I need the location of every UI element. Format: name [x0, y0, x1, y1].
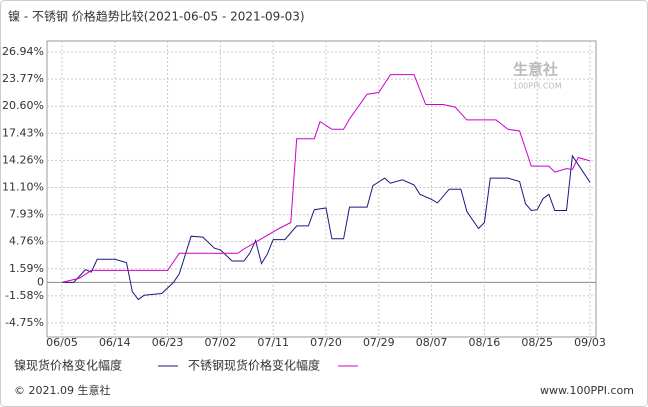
- y-tick-label: 17.43%: [2, 126, 44, 139]
- footer-left: © 2021.09 生意社: [14, 383, 110, 397]
- x-tick-label: 06/23: [152, 336, 184, 349]
- line: [61, 74, 591, 283]
- y-tick-label: 14.26%: [2, 153, 44, 166]
- x-tick-label: 06/05: [46, 336, 78, 349]
- x-tick-label: 06/14: [99, 336, 131, 349]
- x-tick-label: 08/25: [521, 336, 553, 349]
- y-tick-label: 11.10%: [2, 180, 44, 193]
- line: [62, 154, 591, 301]
- y-tick-label: 20.60%: [2, 99, 44, 112]
- x-tick-label: 08/07: [416, 336, 448, 349]
- x-tick-label: 09/03: [574, 336, 606, 349]
- x-tick-label: 07/29: [363, 336, 395, 349]
- y-tick-label: 0: [37, 275, 44, 288]
- chart-title: 镍 - 不锈钢 价格趋势比较(2021-06-05 - 2021-09-03): [8, 9, 305, 24]
- legend-label: 不锈钢现货价格变化幅度: [188, 358, 320, 373]
- watermark: 生意社: [513, 61, 558, 79]
- x-tick-label: 07/11: [257, 336, 289, 349]
- x-tick-label: 07/02: [205, 336, 237, 349]
- y-tick-label: 26.94%: [2, 45, 44, 58]
- y-tick-label: -1.58%: [5, 289, 44, 302]
- y-tick-label: 23.77%: [2, 72, 44, 85]
- y-tick-label: 4.76%: [9, 235, 44, 248]
- plot-area: [46, 40, 597, 338]
- x-tick-label: 08/16: [469, 336, 501, 349]
- y-tick-label: -4.75%: [5, 316, 44, 329]
- legend-label: 镍现货价格变化幅度: [14, 358, 122, 373]
- x-tick-label: 07/20: [310, 336, 342, 349]
- footer-right: www.100PPI.com: [540, 384, 634, 397]
- y-tick-label: 1.59%: [9, 262, 44, 275]
- y-tick-label: 7.93%: [9, 208, 44, 221]
